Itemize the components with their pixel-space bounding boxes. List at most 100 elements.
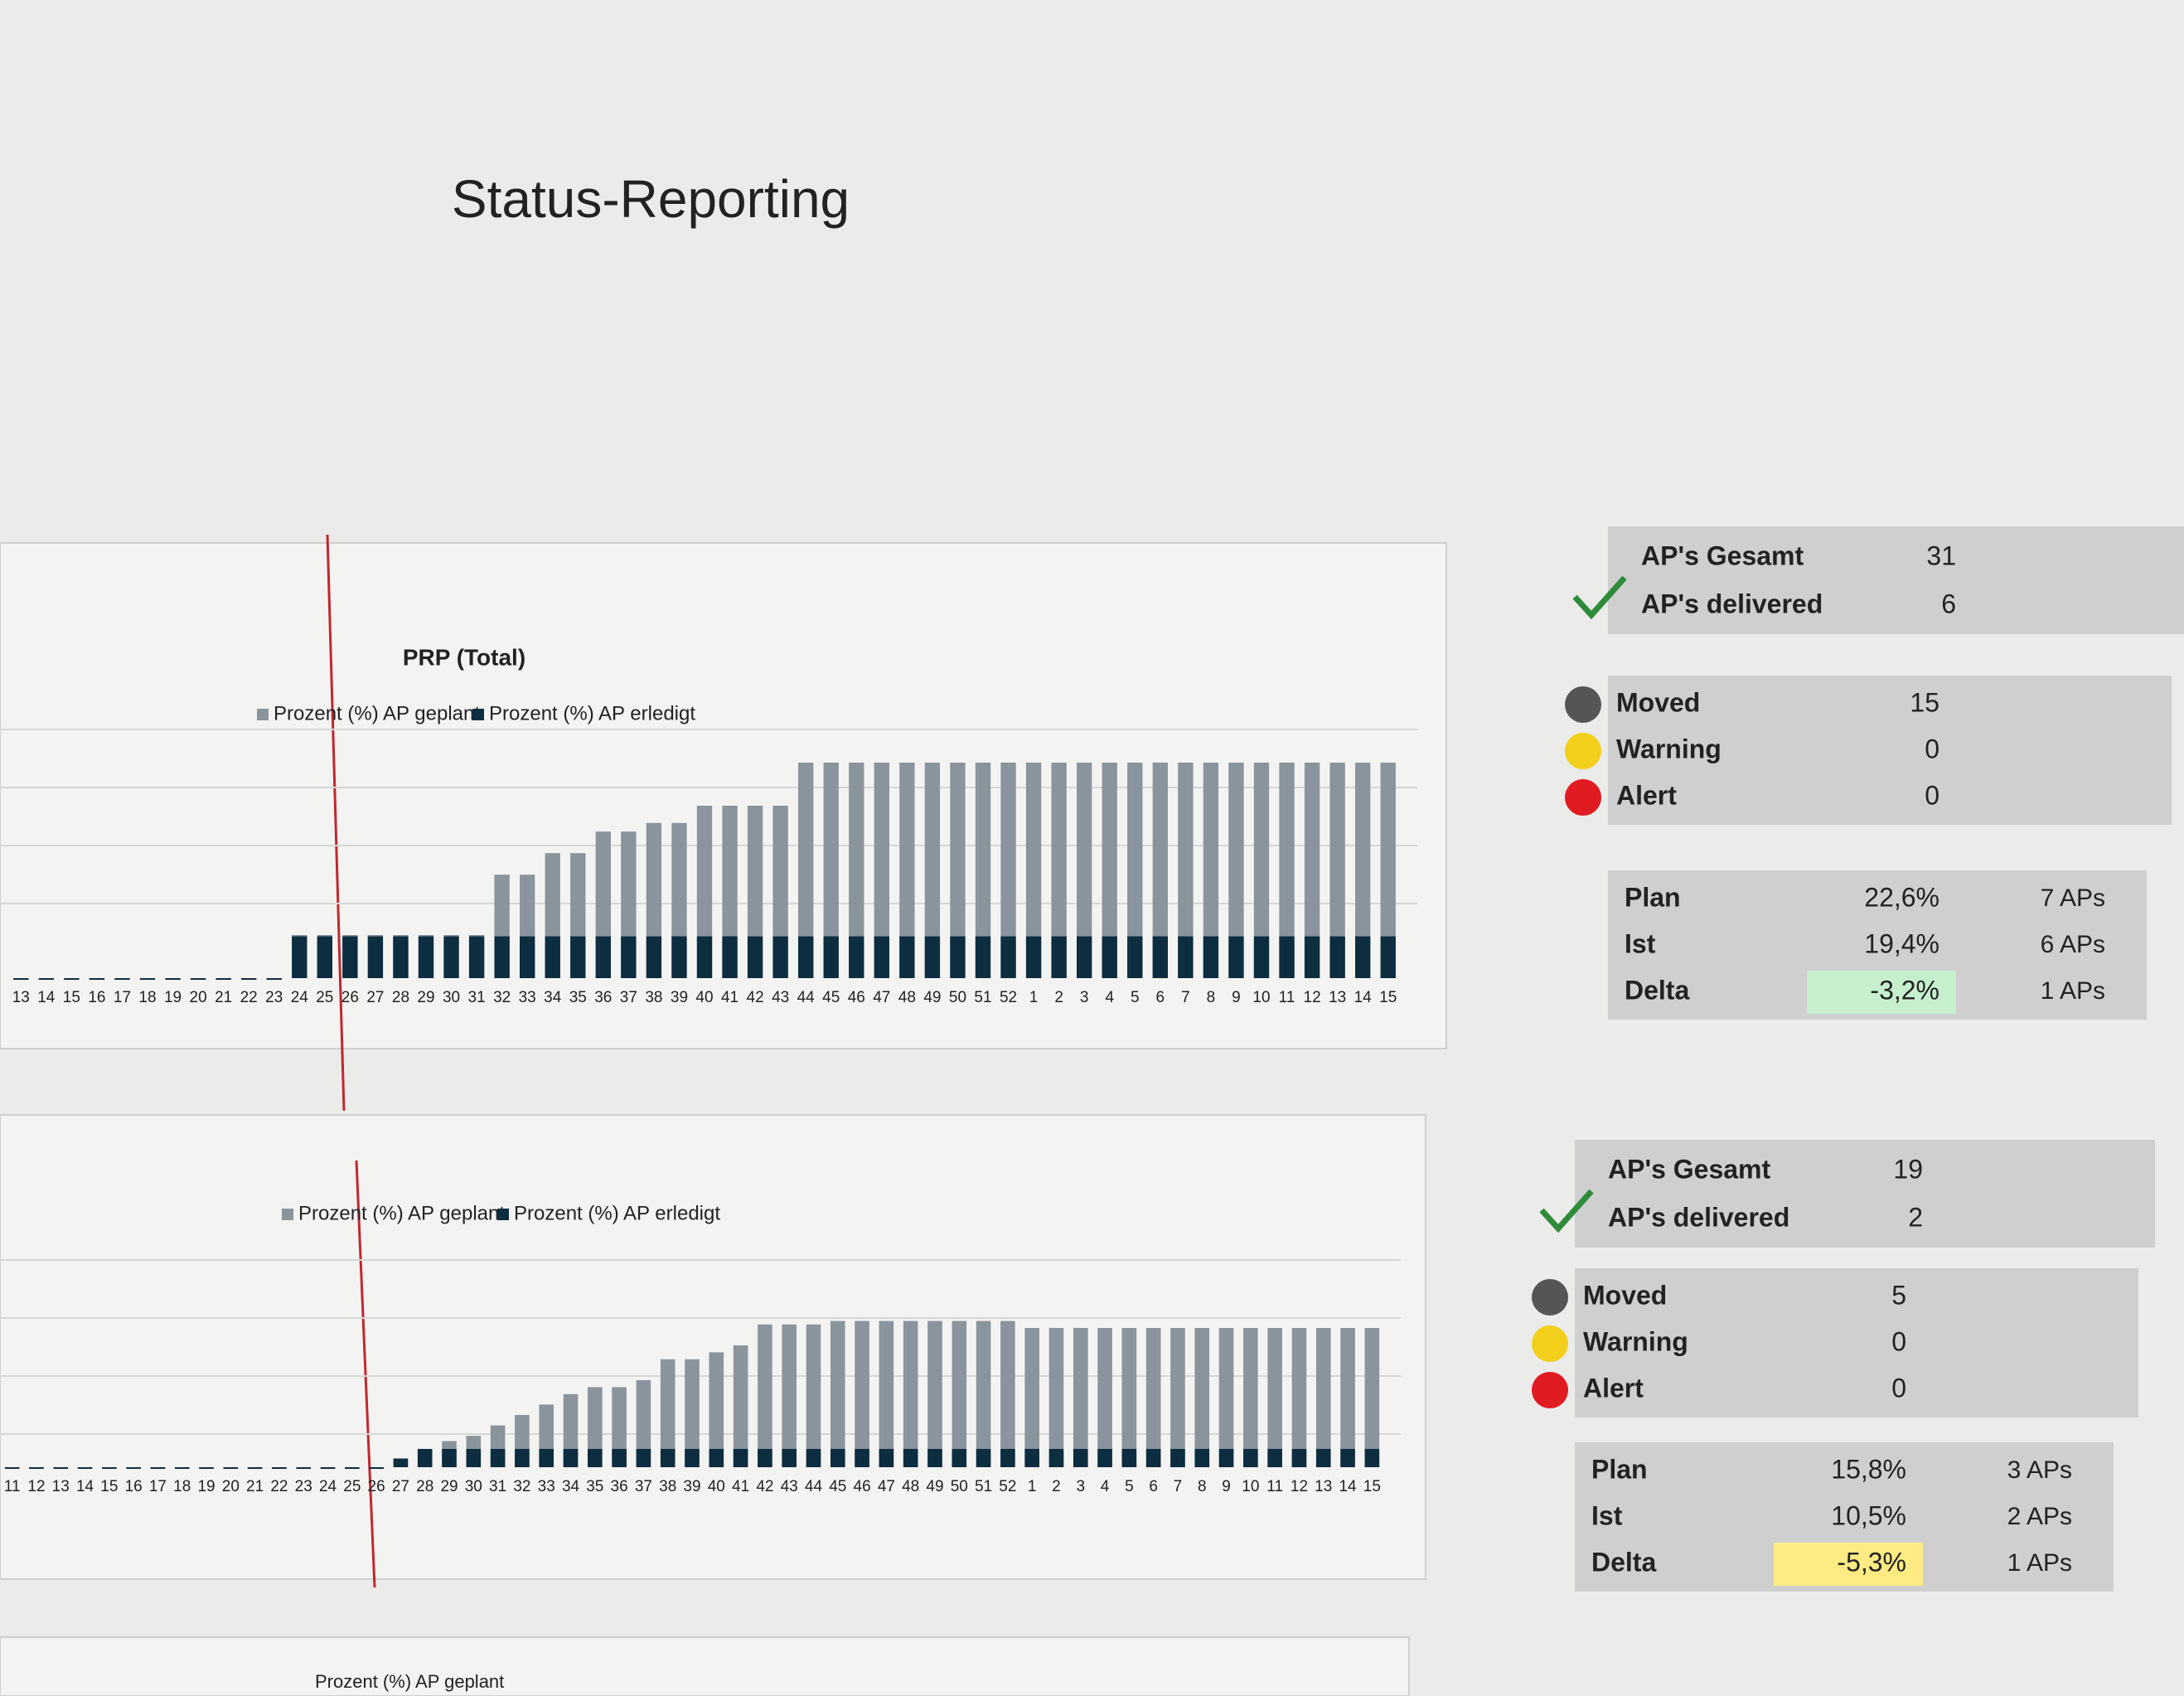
x-tick-label: 10 [1242, 1478, 1259, 1495]
bar [1024, 1448, 1039, 1467]
bar [1077, 763, 1092, 978]
legend-label: Prozent (%) AP geplant [315, 1671, 504, 1692]
x-tick-label: 37 [635, 1478, 652, 1495]
page-title: Status-Reporting [452, 169, 850, 229]
bar [393, 936, 409, 978]
status-dot [1565, 686, 1601, 723]
summary-box [1608, 526, 2184, 634]
bar [747, 936, 763, 978]
x-tick-label: 17 [149, 1478, 167, 1495]
bar [1253, 763, 1270, 978]
x-tick-label: 42 [747, 989, 764, 1006]
x-tick-label: 41 [732, 1478, 749, 1495]
status-label: Alert [1616, 780, 1677, 810]
bar [223, 1467, 239, 1469]
bar [747, 806, 763, 978]
x-tick-label: 22 [240, 989, 258, 1006]
x-tick-label: 43 [781, 1478, 798, 1495]
bar [296, 1467, 312, 1469]
x-tick-label: 27 [366, 989, 384, 1006]
legend-swatch [472, 709, 484, 720]
x-tick-label: 9 [1222, 1478, 1231, 1495]
summary-label: AP's Gesamt [1641, 540, 1804, 570]
bar [899, 763, 915, 978]
x-tick-label: 20 [190, 989, 207, 1006]
x-tick-label: 38 [645, 989, 662, 1006]
x-tick-label: 9 [1232, 989, 1241, 1006]
bar [29, 1467, 44, 1469]
x-tick-label: 51 [975, 1478, 992, 1495]
x-tick-label: 26 [368, 1478, 385, 1495]
bar [1097, 1448, 1112, 1467]
bar [215, 978, 231, 980]
bar [570, 936, 586, 978]
status-value: 15 [1910, 687, 1939, 717]
bar [1025, 763, 1042, 978]
bar [417, 1448, 433, 1467]
x-tick-label: 10 [1252, 989, 1270, 1006]
bar [190, 978, 206, 980]
bar [636, 1448, 651, 1467]
check-icon [1572, 575, 1627, 620]
kpi-aps: 1 APs [2041, 977, 2105, 1005]
kpi-value: 10,5% [1831, 1500, 1906, 1530]
bar [976, 1448, 991, 1467]
bar [1228, 936, 1244, 978]
bar [563, 1448, 579, 1467]
bar [1329, 763, 1345, 978]
bar [733, 1448, 748, 1467]
status-label: Moved [1616, 687, 1700, 717]
x-tick-label: 17 [114, 989, 131, 1006]
summary-value: 2 [1908, 1202, 1923, 1232]
bar [1178, 936, 1194, 978]
bar [1380, 936, 1396, 978]
bar [490, 1448, 506, 1467]
chart-title: PRP (Total) [403, 644, 525, 670]
x-tick-label: 34 [544, 989, 562, 1006]
x-tick-label: 3 [1080, 989, 1089, 1006]
x-tick-label: 1 [1029, 989, 1039, 1006]
bar [1267, 1448, 1282, 1467]
delta-highlight [1807, 971, 1956, 1014]
bar [612, 1448, 627, 1467]
bar [806, 1324, 821, 1467]
kpi-value: 15,8% [1831, 1454, 1906, 1484]
bar [782, 1324, 797, 1467]
bar [1243, 1448, 1258, 1467]
x-tick-label: 29 [417, 989, 434, 1006]
bar [927, 1448, 942, 1467]
summary-box [1575, 1140, 2155, 1248]
x-tick-label: 44 [797, 989, 816, 1006]
status-value: 0 [1891, 1326, 1906, 1356]
bar [126, 1467, 141, 1469]
x-tick-label: 50 [949, 989, 966, 1006]
x-tick-label: 13 [12, 989, 30, 1006]
bar [545, 936, 560, 978]
bar [660, 1448, 676, 1467]
status-dot [1532, 1279, 1568, 1316]
x-tick-label: 28 [416, 1478, 433, 1495]
bar [1170, 1448, 1185, 1467]
x-tick-label: 25 [316, 989, 333, 1006]
bar [924, 936, 941, 978]
bar [1218, 1448, 1234, 1467]
bar [874, 763, 889, 978]
bar [13, 978, 29, 980]
bar [1102, 763, 1117, 978]
bar [1000, 936, 1016, 978]
bar [685, 1448, 700, 1467]
kpi-label: Delta [1625, 975, 1689, 1005]
bar [1073, 1448, 1088, 1467]
bar [772, 936, 788, 978]
x-tick-label: 50 [951, 1478, 968, 1495]
bar [646, 936, 662, 978]
legend-label: Prozent (%) AP geplant [298, 1202, 505, 1224]
status-value: 0 [1925, 734, 1939, 763]
bar [1051, 763, 1067, 978]
bar [292, 936, 308, 978]
bar [733, 1345, 748, 1467]
bar [927, 1320, 942, 1467]
bar [247, 1467, 263, 1469]
bar [1243, 1328, 1258, 1467]
bar [1127, 936, 1143, 978]
